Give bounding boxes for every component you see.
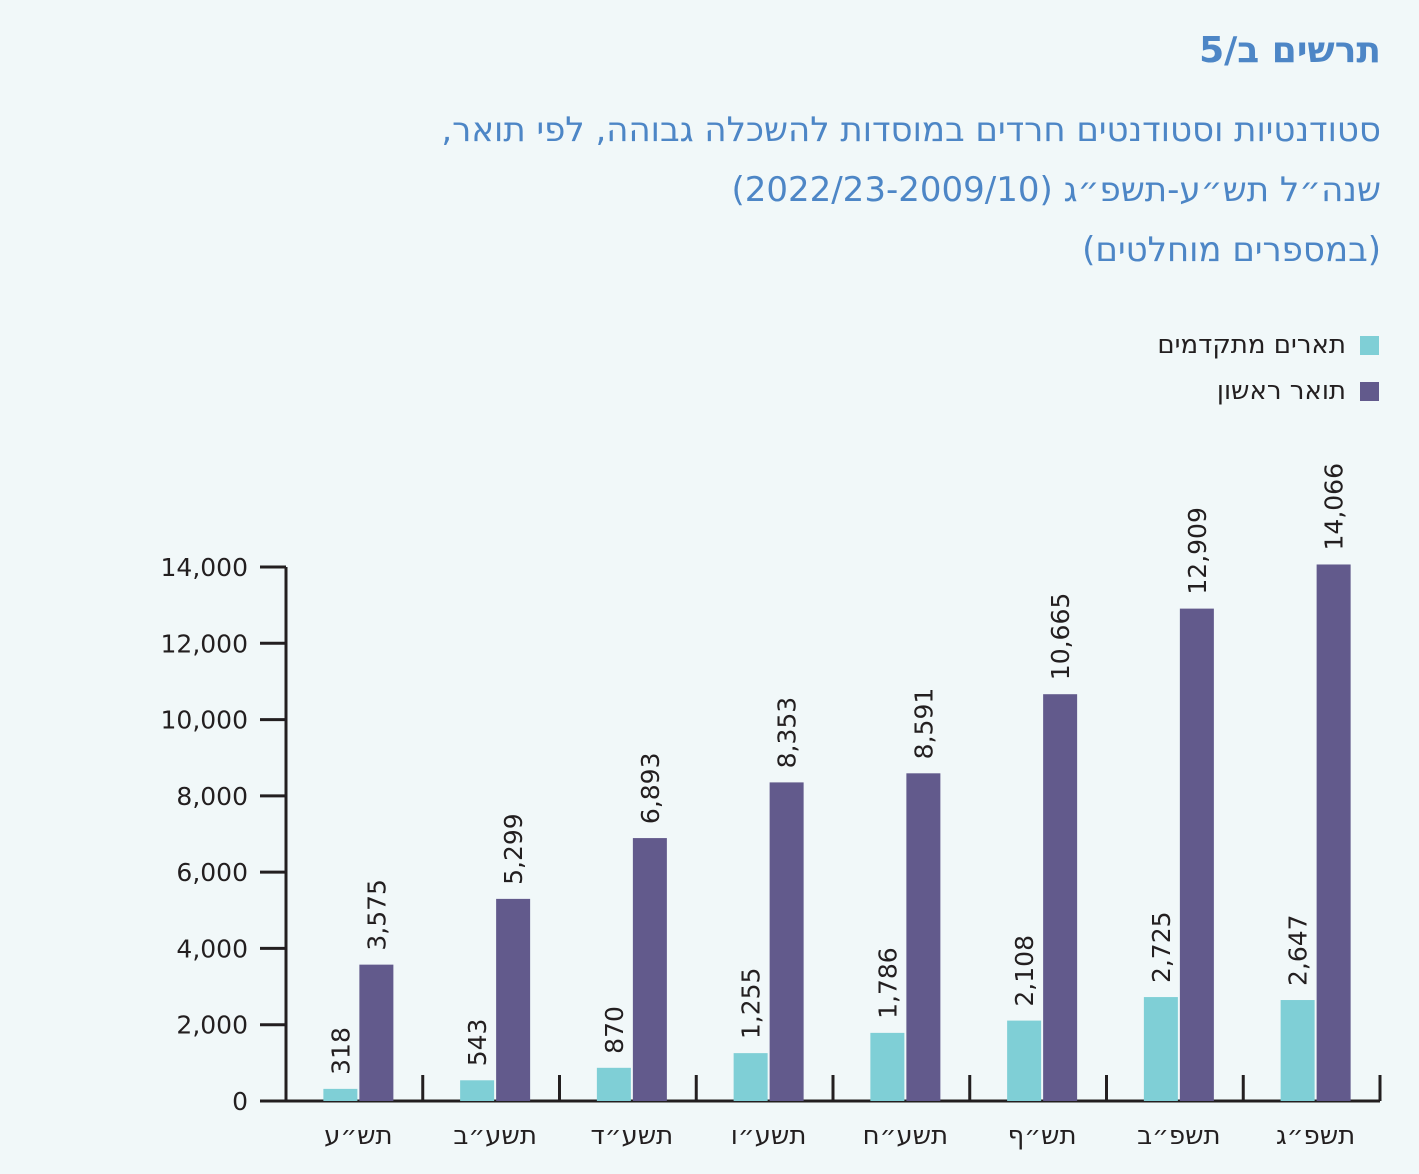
- data-label-advanced: 1,786: [873, 947, 902, 1019]
- bar-advanced: [1007, 1020, 1042, 1101]
- data-label-advanced: 543: [463, 1019, 492, 1067]
- y-tick-label: 2,000: [176, 1011, 248, 1040]
- legend-label-bachelor: תואר ראשון: [1216, 376, 1346, 406]
- data-label-bachelor: 14,066: [1320, 463, 1349, 550]
- x-category-label: תשע״ב: [453, 1121, 537, 1151]
- bar-bachelor: [496, 898, 531, 1101]
- legend-item-advanced: תארים מתקדמים: [1157, 322, 1379, 368]
- x-category-label: תשפ״ב: [1137, 1121, 1221, 1151]
- y-tick-label: 8,000: [176, 782, 248, 811]
- bar-advanced: [323, 1088, 358, 1101]
- data-label-advanced: 318: [326, 1027, 355, 1075]
- legend: תארים מתקדמים תואר ראשון: [1157, 322, 1379, 414]
- y-tick-label: 14,000: [161, 553, 248, 582]
- data-label-advanced: 1,255: [737, 968, 766, 1040]
- x-category-label: תשפ״ג: [1276, 1121, 1355, 1151]
- bar-bachelor: [632, 838, 667, 1101]
- data-label-advanced: 2,647: [1284, 914, 1313, 986]
- bar-advanced: [460, 1080, 495, 1101]
- x-category-label: תש״ע: [324, 1121, 393, 1151]
- x-category-label: תשע״ד: [591, 1121, 674, 1151]
- legend-swatch-bachelor: [1360, 381, 1379, 401]
- chart-title: סטודנטיות וסטודנטים חרדים במוסדות להשכלה…: [121, 100, 1381, 280]
- data-label-bachelor: 8,591: [909, 688, 938, 760]
- bar-bachelor: [1179, 608, 1214, 1101]
- title-line-1: סטודנטיות וסטודנטים חרדים במוסדות להשכלה…: [441, 110, 1381, 150]
- bar-advanced: [596, 1067, 631, 1101]
- data-label-advanced: 870: [600, 1006, 629, 1054]
- bar-bachelor: [1043, 694, 1078, 1101]
- x-category-label: תשע״ו: [731, 1121, 807, 1151]
- title-line-2: שנה״ל תש״ע-תשפ״ג (2022/23-2009/10): [731, 170, 1381, 210]
- data-label-bachelor: 8,353: [773, 697, 802, 769]
- y-tick-label: 12,000: [161, 629, 248, 658]
- data-label-bachelor: 6,893: [636, 753, 665, 825]
- y-tick-label: 10,000: [161, 706, 248, 735]
- bar-advanced: [870, 1032, 905, 1101]
- bar-bachelor: [359, 964, 394, 1101]
- y-tick-label: 6,000: [176, 858, 248, 887]
- y-tick-label: 0: [232, 1087, 248, 1116]
- data-label-bachelor: 5,299: [499, 813, 528, 885]
- x-category-label: תשע״ח: [863, 1121, 949, 1151]
- data-label-advanced: 2,108: [1010, 935, 1039, 1007]
- bar-bachelor: [1316, 564, 1351, 1101]
- bar-advanced: [1280, 1000, 1315, 1101]
- data-label-bachelor: 10,665: [1046, 593, 1075, 680]
- data-label-bachelor: 3,575: [362, 879, 391, 951]
- legend-label-advanced: תארים מתקדמים: [1157, 330, 1346, 360]
- bar-advanced: [1143, 997, 1178, 1101]
- y-tick-label: 4,000: [176, 934, 248, 963]
- bar-bachelor: [906, 773, 941, 1101]
- data-label-bachelor: 12,909: [1183, 507, 1212, 594]
- x-category-label: תש״ף: [1008, 1121, 1077, 1151]
- bar-advanced: [733, 1053, 768, 1101]
- legend-swatch-advanced: [1360, 335, 1379, 355]
- title-line-3: (במספרים מוחלטים): [1082, 230, 1381, 270]
- legend-item-bachelor: תואר ראשון: [1157, 368, 1379, 414]
- bar-bachelor: [769, 782, 804, 1101]
- data-label-advanced: 2,725: [1147, 911, 1176, 983]
- chart-label: תרשים ב/5: [1199, 30, 1381, 71]
